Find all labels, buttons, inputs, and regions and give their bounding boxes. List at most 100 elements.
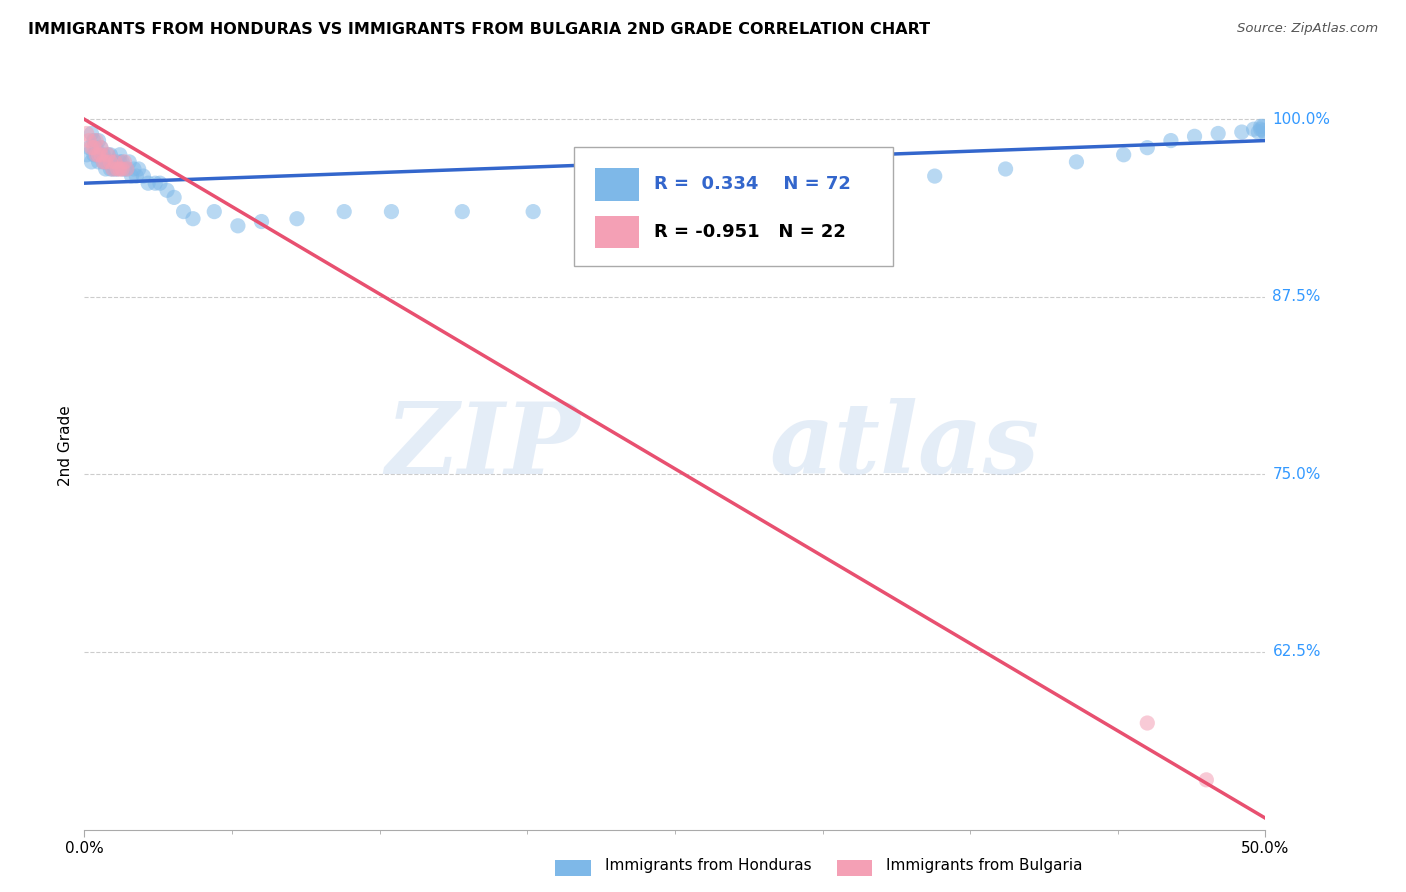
Point (1066, 154, 1088, 169)
FancyBboxPatch shape (595, 169, 640, 201)
Point (149, 176, 172, 190)
Point (80, 154, 103, 169)
Point (97, 154, 120, 169)
Point (87, 148, 110, 162)
Point (87, 134, 110, 148)
Point (111, 154, 134, 169)
Point (285, 211, 308, 226)
Point (104, 161, 127, 176)
Text: Immigrants from Bulgaria: Immigrants from Bulgaria (886, 858, 1083, 872)
Point (107, 161, 129, 176)
Point (90, 141, 112, 155)
FancyBboxPatch shape (575, 147, 893, 266)
Point (380, 204, 402, 219)
Point (1250, 120, 1272, 134)
Point (84, 148, 107, 162)
Point (87, 154, 110, 169)
Point (1160, 134, 1182, 148)
Point (226, 219, 249, 233)
Point (90, 148, 112, 162)
Point (91, 154, 114, 169)
Point (132, 169, 155, 183)
Text: 75.0%: 75.0% (1272, 467, 1320, 482)
Text: 87.5%: 87.5% (1272, 289, 1320, 304)
Point (115, 161, 138, 176)
Point (593, 197, 616, 211)
Point (1254, 127, 1277, 141)
Point (1251, 123, 1274, 137)
Point (101, 161, 124, 176)
Point (114, 161, 136, 176)
Point (108, 161, 131, 176)
Point (84, 134, 107, 148)
Point (924, 169, 946, 183)
Text: ZIP: ZIP (385, 398, 581, 494)
Point (250, 214, 273, 228)
Point (522, 204, 544, 219)
Point (77, 134, 100, 148)
Point (94, 161, 117, 176)
Point (76, 127, 98, 141)
Point (734, 190, 756, 204)
Point (80, 127, 103, 141)
Point (77, 141, 100, 155)
Point (94, 154, 117, 169)
Point (83, 141, 105, 155)
Point (101, 154, 124, 169)
Point (163, 190, 186, 204)
Point (1247, 125, 1270, 139)
Text: 62.5%: 62.5% (1272, 645, 1322, 659)
Point (90, 141, 112, 155)
Point (830, 183, 852, 197)
Text: IMMIGRANTS FROM HONDURAS VS IMMIGRANTS FROM BULGARIA 2ND GRADE CORRELATION CHART: IMMIGRANTS FROM HONDURAS VS IMMIGRANTS F… (28, 22, 931, 37)
Point (104, 154, 127, 169)
Text: 100.0%: 100.0% (1272, 112, 1330, 127)
Point (128, 161, 150, 176)
Point (115, 161, 138, 176)
Point (1195, 772, 1218, 787)
Point (994, 161, 1017, 176)
Point (84, 148, 107, 162)
Point (202, 204, 225, 219)
Point (143, 176, 166, 190)
Point (83, 134, 105, 148)
Point (98, 148, 121, 162)
Y-axis label: 2nd Grade: 2nd Grade (58, 406, 73, 486)
Point (1251, 120, 1274, 134)
Point (122, 161, 145, 176)
Point (118, 154, 141, 169)
Point (91, 154, 114, 169)
Point (1184, 129, 1206, 144)
Point (136, 176, 159, 190)
Point (181, 211, 204, 226)
Point (91, 148, 114, 162)
Point (1230, 125, 1253, 139)
Point (94, 154, 117, 169)
Point (156, 183, 179, 197)
Point (333, 204, 356, 219)
Point (98, 161, 121, 176)
Point (451, 204, 474, 219)
Point (108, 148, 131, 162)
Point (111, 161, 134, 176)
Point (1136, 141, 1159, 155)
FancyBboxPatch shape (595, 216, 640, 248)
Point (1136, 716, 1159, 731)
Text: Immigrants from Honduras: Immigrants from Honduras (605, 858, 811, 872)
Point (76, 148, 98, 162)
Point (111, 161, 134, 176)
Point (97, 148, 120, 162)
Text: R =  0.334    N = 72: R = 0.334 N = 72 (654, 175, 851, 193)
Point (80, 141, 103, 155)
Point (1243, 122, 1265, 136)
Point (108, 154, 131, 169)
Point (1250, 122, 1272, 136)
Point (121, 169, 143, 183)
Point (1206, 127, 1229, 141)
Point (664, 197, 686, 211)
Text: R = -0.951   N = 22: R = -0.951 N = 22 (654, 223, 845, 241)
Point (173, 204, 195, 219)
Point (1112, 148, 1135, 162)
Point (97, 148, 120, 162)
Point (101, 161, 124, 176)
